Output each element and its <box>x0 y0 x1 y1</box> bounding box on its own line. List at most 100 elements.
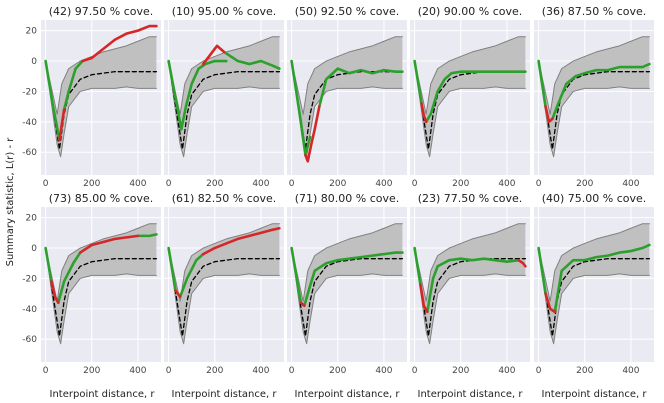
observed-outside-segment <box>78 234 140 254</box>
x-tick-label: 0 <box>536 179 542 189</box>
x-tick-label: 400 <box>498 366 515 376</box>
panel-title: (10) 95.00 % cove. <box>172 5 277 18</box>
envelope-upper-line <box>414 223 526 302</box>
observed-inside-segment <box>318 67 404 108</box>
envelope-lower-line <box>45 60 157 158</box>
envelope-lower-line <box>291 247 403 345</box>
envelope-band <box>45 36 157 157</box>
observed-outside-segment <box>81 24 158 63</box>
envelope-upper-line <box>291 36 403 115</box>
observed-inside-segment <box>44 59 61 142</box>
expected-line <box>44 247 158 337</box>
envelope-band <box>414 36 526 157</box>
observed-inside-segment <box>290 246 303 305</box>
observed-inside-segment <box>62 59 84 111</box>
panel-title: (42) 97.50 % cove. <box>49 5 154 18</box>
x-tick-label: 200 <box>329 179 346 189</box>
x-tick-label: 0 <box>536 366 542 376</box>
panel-title: (40) 75.00 % cove. <box>542 192 647 205</box>
expected-line <box>290 247 404 337</box>
x-tick-label: 400 <box>375 179 392 189</box>
envelope-upper-line <box>45 223 157 302</box>
panel: (23) 77.50 % cove. 0 200 400 <box>410 192 530 376</box>
x-tick-label: 200 <box>83 179 100 189</box>
panel-title: (73) 85.00 % cove. <box>49 192 154 205</box>
y-tick-label: -40 <box>22 305 37 315</box>
x-tick-label: 400 <box>622 366 639 376</box>
x-tick-label: 400 <box>622 179 639 189</box>
envelope-upper-line <box>168 223 280 302</box>
panel: (61) 82.50 % cove. 0 200 400 <box>164 192 284 376</box>
observed-outside-segment <box>419 283 429 314</box>
y-axis-label: Summary statistic, L(r) - r <box>5 137 16 267</box>
envelope-lower-line <box>414 247 526 345</box>
observed-outside-segment <box>544 292 557 314</box>
observed-inside-segment <box>413 246 422 286</box>
x-tick-label: 400 <box>129 179 146 189</box>
y-tick-label: 0 <box>31 244 37 254</box>
expected-line <box>537 247 651 337</box>
panel-title: (50) 92.50 % cove. <box>295 5 400 18</box>
x-tick-label: 0 <box>289 179 295 189</box>
envelope-band <box>538 223 650 344</box>
observed-outside-segment <box>201 226 281 256</box>
expected-line <box>413 60 527 150</box>
panel: (71) 80.00 % cove. 0 200 400 <box>287 192 407 376</box>
x-tick-label: 200 <box>576 366 593 376</box>
y-tick-label: -20 <box>22 87 37 97</box>
envelope-band <box>45 223 157 344</box>
panel-title: (36) 87.50 % cove. <box>542 5 647 18</box>
observed-outside-segment <box>544 105 554 124</box>
x-tick-label: 0 <box>289 366 295 376</box>
envelope-upper-line <box>291 223 403 302</box>
panel: (10) 95.00 % cove. 0 200 400 <box>164 5 284 189</box>
observed-inside-segment <box>178 252 205 298</box>
observed-inside-segment <box>551 62 651 121</box>
panel: (73) 85.00 % cove. 0 200 400 -60 -40 -20 0 20 <box>22 192 161 376</box>
y-tick-label: 0 <box>31 57 37 67</box>
x-tick-label: 0 <box>412 179 418 189</box>
observed-outside-segment <box>517 258 527 268</box>
observed-inside-segment <box>44 246 53 283</box>
expected-line <box>413 247 527 337</box>
observed-inside-segment <box>424 70 527 124</box>
panel-title: (61) 82.50 % cove. <box>172 192 277 205</box>
x-tick-label: 400 <box>129 366 146 376</box>
envelope-lower-line <box>538 247 650 345</box>
observed-outside-segment <box>299 301 306 308</box>
x-tick-label: 200 <box>576 179 593 189</box>
x-tick-label: 200 <box>452 179 469 189</box>
x-tick-label: 0 <box>43 366 49 376</box>
panels: (42) 97.50 % cove. 0 200 400 -60 -40 -20 0 20 (10… <box>22 5 654 376</box>
y-tick-label: -40 <box>22 118 37 128</box>
x-tick-label: 0 <box>412 366 418 376</box>
observed-inside-segment <box>222 50 281 70</box>
envelope-lower-line <box>538 60 650 158</box>
y-tick-label: -60 <box>22 148 37 158</box>
panel-title: (20) 90.00 % cove. <box>418 5 523 18</box>
x-tick-label: 200 <box>329 366 346 376</box>
observed-inside-segment <box>167 59 228 131</box>
x-tick-label: 400 <box>375 366 392 376</box>
envelope-band <box>291 36 403 157</box>
x-axis-label: Interpoint distance, r <box>542 389 648 400</box>
observed-outside-segment <box>58 108 66 142</box>
observed-inside-segment <box>553 243 651 314</box>
observed-outside-segment <box>420 102 428 124</box>
y-tick-label: 20 <box>26 214 38 224</box>
y-tick-label: -60 <box>22 335 37 345</box>
x-tick-label: 0 <box>166 366 172 376</box>
x-tick-label: 200 <box>83 366 100 376</box>
panel: (36) 87.50 % cove. 0 200 400 <box>534 5 654 189</box>
x-tick-label: 200 <box>452 366 469 376</box>
x-tick-label: 200 <box>206 366 223 376</box>
observed-inside-segment <box>303 251 404 308</box>
x-tick-label: 400 <box>498 179 515 189</box>
envelope-band <box>291 223 403 344</box>
expected-line <box>167 247 281 337</box>
observed-inside-segment <box>57 251 82 305</box>
envelope-lower-line <box>168 247 280 345</box>
expected-line <box>167 60 281 150</box>
observed-inside-segment <box>136 233 158 238</box>
envelope-band <box>414 223 526 344</box>
